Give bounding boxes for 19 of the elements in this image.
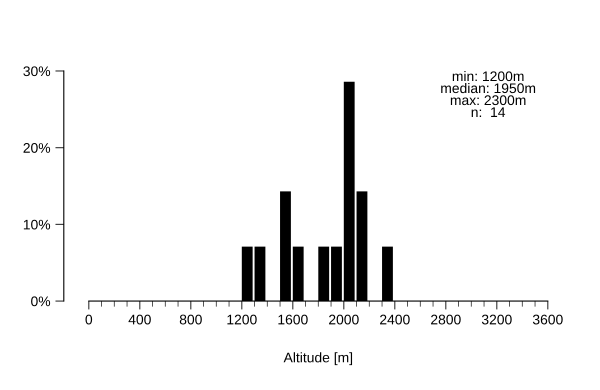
annotation: n: 14 <box>472 107 506 117</box>
annotation: min: 1200m <box>452 70 524 82</box>
x-tick-label: 1200 <box>227 314 257 324</box>
annotation: max: 2300m <box>450 95 526 106</box>
x-tick-label: 800 <box>180 314 202 324</box>
x-tick-label: 2000 <box>329 314 359 324</box>
y-tick-label: 10% <box>24 220 50 230</box>
x-tick-label: 3600 <box>532 314 563 324</box>
y-tick-label: 0% <box>31 296 50 306</box>
x-tick-label: 2800 <box>431 314 461 324</box>
x-axis-title: Altitude [m] <box>284 352 352 366</box>
x-tick-label: 0 <box>85 314 92 324</box>
annotation: median: 1950m <box>441 82 536 94</box>
x-tick-label: 2400 <box>380 314 410 324</box>
y-tick-label: 30% <box>23 66 50 76</box>
x-tick-label: 400 <box>128 314 151 324</box>
x-tick-label: 3200 <box>482 314 512 324</box>
y-tick-label: 20% <box>24 143 50 153</box>
x-tick-label: 1600 <box>278 314 308 324</box>
